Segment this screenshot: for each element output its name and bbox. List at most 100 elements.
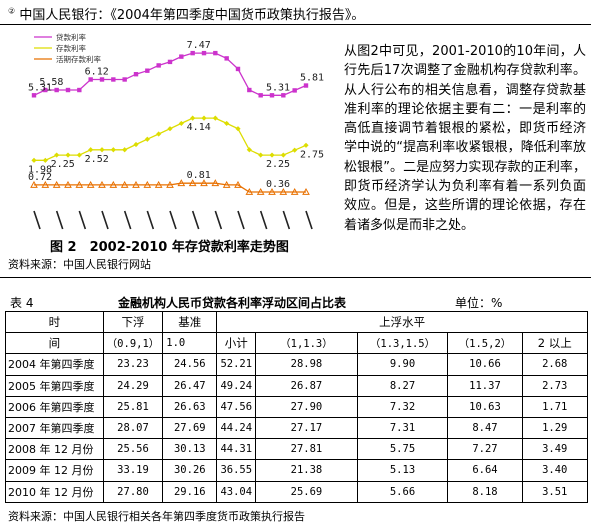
data-point <box>281 93 286 98</box>
data-point <box>179 54 184 59</box>
cell-base: 26.63 <box>162 395 218 418</box>
data-point <box>154 180 163 188</box>
row-period: 2007 年第四季度 <box>5 416 104 440</box>
data-point <box>76 152 82 158</box>
cell-range-2: 5.66 <box>356 480 449 503</box>
header-down: 下浮 <box>102 310 164 334</box>
data-point <box>269 93 275 98</box>
cell-range-1: 27.81 <box>255 438 358 461</box>
data-label: 5.31 <box>266 82 290 93</box>
row-period: 2005 年第四季度 <box>5 374 104 397</box>
data-point <box>177 179 186 187</box>
data-point <box>279 187 288 195</box>
row-period: 2004 年第四季度 <box>5 353 104 376</box>
data-label: 4.14 <box>187 122 211 133</box>
cell-range-1: 27.90 <box>255 395 358 418</box>
cell-range-1: 25.69 <box>255 480 358 503</box>
data-point <box>190 50 195 56</box>
x-tick-mark <box>259 210 268 230</box>
row-period: 2010 年 12 月份 <box>5 480 104 503</box>
x-tick-mark <box>169 210 177 230</box>
cell-down: 23.23 <box>102 353 164 376</box>
data-point <box>88 77 93 82</box>
cell-range-4: 1.29 <box>521 416 588 440</box>
data-point <box>188 179 197 187</box>
figure-source: 资料来源：中国人民银行网站 <box>8 258 151 271</box>
table-title: 金融机构人民币贷款各利率浮动区间占比表 <box>118 296 347 310</box>
header-range-2: （1.3,1.5） <box>356 332 449 355</box>
cell-down: 27.80 <box>102 480 164 503</box>
x-tick-mark <box>101 210 109 230</box>
cell-subtotal: 49.24 <box>216 374 257 397</box>
data-label: 0.36 <box>266 179 290 190</box>
cell-range-3: 10.66 <box>447 353 523 376</box>
data-point <box>258 152 264 158</box>
cell-subtotal: 52.21 <box>216 353 257 376</box>
data-point <box>290 187 299 195</box>
data-label: 5.58 <box>39 77 63 88</box>
data-label: 6.12 <box>85 66 109 77</box>
data-point <box>167 59 173 65</box>
cell-base: 29.16 <box>162 480 218 503</box>
figure-caption: 图 2 2002-2010 年存贷款利率走势图 <box>50 240 289 255</box>
cell-subtotal: 36.55 <box>216 459 257 482</box>
cell-range-2: 7.32 <box>356 395 449 418</box>
cell-range-4: 3.40 <box>521 459 588 482</box>
row-period: 2006 年第四季度 <box>5 395 104 418</box>
data-point <box>132 180 140 188</box>
data-point <box>280 152 286 158</box>
cell-subtotal: 44.24 <box>216 416 257 440</box>
x-tick-mark <box>146 210 155 230</box>
cell-range-1: 21.38 <box>255 459 358 482</box>
cell-subtotal: 44.31 <box>216 438 257 461</box>
data-point <box>54 87 59 93</box>
data-point <box>258 93 263 98</box>
cell-base: 27.69 <box>162 416 218 440</box>
row-period: 2009 年 12 月份 <box>5 459 104 482</box>
cell-base: 24.56 <box>162 353 218 376</box>
cell-range-2: 5.75 <box>356 438 449 461</box>
data-label: 5.31 <box>28 82 52 93</box>
legend-entry: 存款利率 <box>56 43 86 53</box>
cell-range-2: 8.27 <box>356 374 449 397</box>
footnote-marker: ② <box>8 6 16 16</box>
cell-range-2: 5.13 <box>356 459 449 482</box>
x-tick-mark <box>282 210 291 230</box>
cell-down: 25.56 <box>102 438 164 461</box>
table-row: 2005 年第四季度 24.29 26.47 49.24 26.87 8.27 … <box>5 374 588 397</box>
data-point <box>99 147 105 153</box>
cell-range-4: 3.49 <box>521 438 588 461</box>
table-source: 资料来源：中国人民银行相关各年第四季度货币政策执行报告 <box>8 510 305 523</box>
data-point <box>247 87 252 93</box>
cell-down: 28.07 <box>102 416 164 440</box>
footnote-rule <box>0 24 591 25</box>
data-point <box>31 157 37 163</box>
header-range-1: （1,1.3） <box>255 332 358 355</box>
data-point <box>52 180 61 188</box>
x-tick-mark <box>123 210 132 230</box>
section-rule <box>0 277 591 278</box>
data-point <box>302 187 310 195</box>
data-point <box>122 77 127 82</box>
legend-entry: 活期存款利率 <box>56 54 101 64</box>
cell-range-2: 9.90 <box>356 353 449 376</box>
data-point <box>30 180 38 188</box>
table-row: 2007 年第四季度 28.07 27.69 44.24 27.17 7.31 … <box>5 416 588 440</box>
legend-entry: 贷款利率 <box>56 32 86 42</box>
cell-down: 25.81 <box>102 395 164 418</box>
data-point <box>43 87 48 93</box>
cell-range-3: 8.18 <box>447 480 523 503</box>
cell-range-3: 8.47 <box>447 416 523 440</box>
data-point <box>120 180 129 188</box>
header-base-value: 1.0 <box>162 332 218 355</box>
body-paragraph: 从图2中可见，2001-2010的10年间，人行先后17次调整了金融机构存贷款利… <box>344 44 586 233</box>
header-base: 基准 <box>162 310 218 334</box>
data-point <box>235 66 241 72</box>
header-range-4: 2 以上 <box>521 332 588 355</box>
data-point <box>292 147 298 153</box>
data-label: 0.81 <box>187 170 211 181</box>
cell-subtotal: 47.56 <box>216 395 257 418</box>
data-point <box>213 50 218 56</box>
